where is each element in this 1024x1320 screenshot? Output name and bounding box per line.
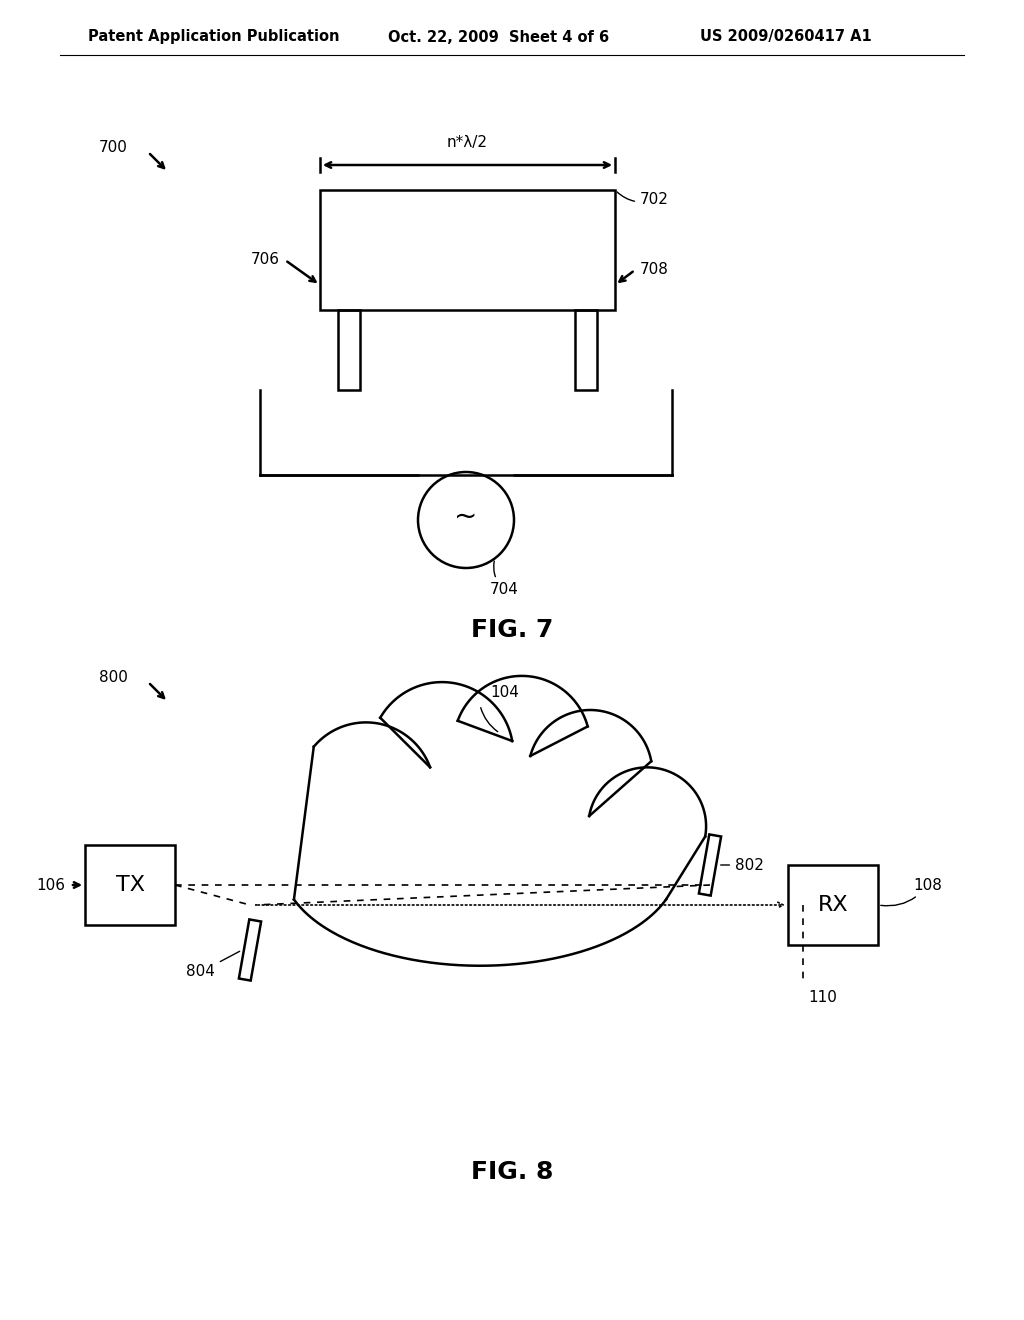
Bar — [575, 310, 597, 389]
Text: Patent Application Publication: Patent Application Publication — [88, 29, 340, 45]
Text: 104: 104 — [490, 685, 519, 700]
Text: ~: ~ — [455, 503, 477, 531]
Text: 108: 108 — [881, 878, 942, 906]
Text: 800: 800 — [99, 671, 128, 685]
Text: FIG. 7: FIG. 7 — [471, 618, 553, 642]
Text: FIG. 8: FIG. 8 — [471, 1160, 553, 1184]
Text: 802: 802 — [721, 858, 764, 873]
Text: US 2009/0260417 A1: US 2009/0260417 A1 — [700, 29, 871, 45]
Text: 702: 702 — [617, 191, 669, 207]
Text: 804: 804 — [186, 952, 240, 979]
Text: RX: RX — [818, 895, 848, 915]
Text: 106: 106 — [36, 878, 65, 892]
Bar — [338, 310, 360, 389]
Bar — [319, 190, 615, 310]
Text: 708: 708 — [640, 263, 669, 277]
Text: 700: 700 — [99, 140, 128, 156]
Text: 706: 706 — [251, 252, 280, 268]
Bar — [788, 865, 878, 945]
Bar — [85, 845, 175, 925]
Text: TX: TX — [116, 875, 144, 895]
Polygon shape — [699, 834, 721, 895]
Text: n*λ/2: n*λ/2 — [447, 135, 488, 150]
Polygon shape — [239, 920, 261, 981]
Text: 110: 110 — [808, 990, 837, 1005]
Text: Oct. 22, 2009  Sheet 4 of 6: Oct. 22, 2009 Sheet 4 of 6 — [388, 29, 609, 45]
Text: 704: 704 — [490, 561, 519, 597]
